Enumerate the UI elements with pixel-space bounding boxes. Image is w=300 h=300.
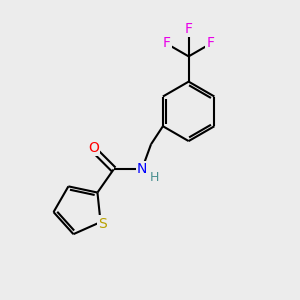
Text: F: F	[206, 36, 214, 50]
Text: H: H	[150, 171, 159, 184]
Text: O: O	[88, 141, 99, 155]
Text: F: F	[163, 36, 171, 50]
Text: F: F	[184, 22, 193, 36]
Text: S: S	[98, 217, 106, 231]
Text: N: N	[137, 162, 147, 176]
